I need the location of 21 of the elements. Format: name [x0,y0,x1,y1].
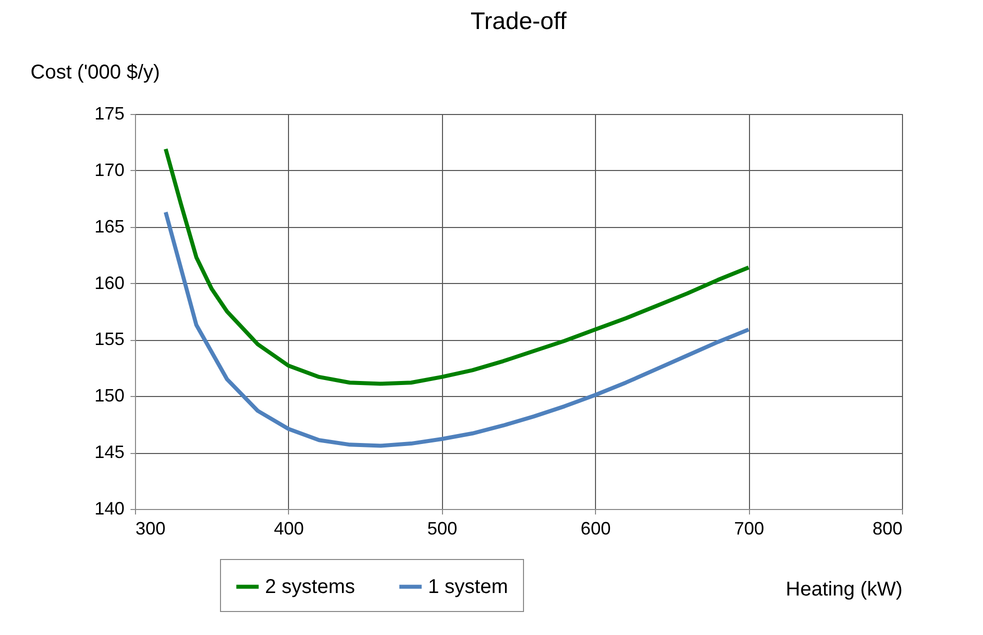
y-tick-label: 165 [94,216,124,236]
chart-title: Trade-off [470,8,567,35]
line-series [164,210,751,448]
x-axis-title: Heating (kW) [786,578,902,600]
line-series [164,146,751,386]
y-tick-label: 145 [94,442,124,462]
x-tick-label: 700 [734,518,764,538]
y-tick-label: 175 [94,104,124,124]
x-tick-label: 400 [274,518,304,538]
y-axis-title: Cost ('000 $/y) [30,62,160,84]
y-tick-label: 155 [94,329,124,350]
y-tick-label: 170 [94,160,124,180]
legend-label: 2 systems [265,576,356,598]
x-tick-label: 800 [872,518,902,538]
x-tick-label: 600 [580,518,611,538]
y-tick-label: 160 [94,272,124,293]
legend-label: 1 system [428,576,508,598]
y-tick-label: 140 [94,498,124,518]
x-tick-label: 500 [427,518,458,538]
y-tick-label: 150 [94,386,124,406]
x-tick-label: 300 [136,518,166,538]
